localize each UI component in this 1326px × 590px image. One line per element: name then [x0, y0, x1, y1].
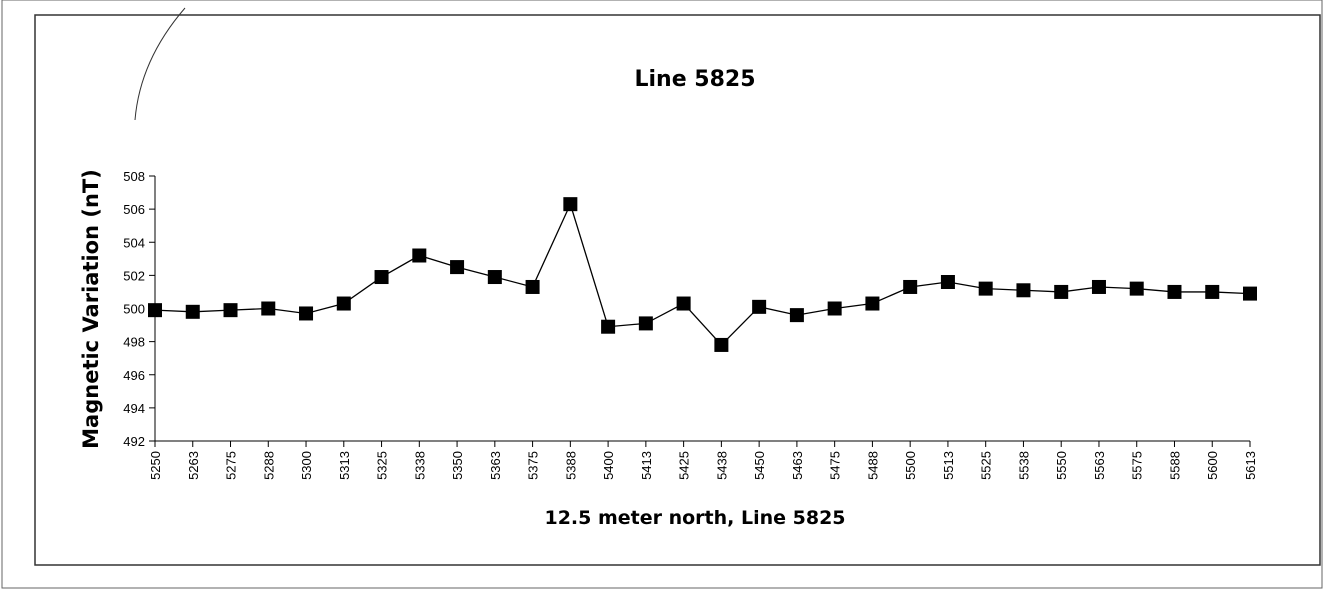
y-tick-label: 496: [123, 368, 145, 383]
marker: [450, 260, 465, 275]
y-tick-label: 502: [123, 268, 145, 283]
marker: [1054, 284, 1069, 299]
marker: [412, 248, 427, 263]
x-tick-label: 5363: [488, 451, 503, 480]
x-axis-label: 12.5 meter north, Line 5825: [544, 507, 845, 529]
x-tick-label: 5550: [1054, 451, 1069, 480]
x-tick-label: 5413: [639, 451, 654, 480]
marker: [148, 303, 162, 318]
marker: [827, 301, 842, 316]
marker: [865, 296, 880, 311]
marker: [903, 279, 918, 294]
marker: [789, 308, 804, 323]
x-tick-label: 5588: [1167, 451, 1182, 480]
x-tick-label: 5538: [1016, 451, 1031, 480]
x-tick-label: 5463: [790, 451, 805, 480]
x-tick-label: 5575: [1130, 451, 1145, 480]
x-tick-label: 5525: [979, 451, 994, 480]
marker: [223, 303, 238, 318]
x-tick-label: 5500: [903, 451, 918, 480]
x-tick-label: 5338: [412, 451, 427, 480]
x-tick-label: 5613: [1243, 451, 1258, 480]
y-axis-label: Magnetic Variation (nT): [79, 169, 103, 449]
x-tick-label: 5425: [677, 451, 692, 480]
marker: [1016, 283, 1031, 298]
y-tick-label: 494: [123, 401, 145, 416]
chart-frame: [34, 14, 1321, 566]
x-tick-label: 5563: [1092, 451, 1107, 480]
marker: [525, 279, 540, 294]
marker: [261, 301, 276, 316]
marker: [601, 319, 616, 334]
marker: [336, 296, 351, 311]
marker: [978, 281, 993, 296]
x-tick-label: 5375: [526, 451, 541, 480]
y-tick-label: 498: [123, 335, 145, 350]
marker: [185, 304, 200, 319]
marker: [1205, 284, 1220, 299]
marker: [940, 275, 955, 289]
marker: [752, 299, 767, 314]
marker: [1243, 286, 1257, 301]
x-tick-label: 5513: [941, 451, 956, 480]
marker: [714, 337, 729, 352]
x-tick-label: 5488: [865, 451, 880, 480]
scan-mark: [134, 7, 186, 121]
x-tick-label: 5438: [714, 451, 729, 480]
marker: [1129, 281, 1144, 296]
marker: [638, 316, 653, 331]
y-tick-label: 508: [123, 169, 145, 184]
x-tick-label: 5475: [828, 451, 843, 480]
x-tick-label: 5400: [601, 451, 616, 480]
marker: [1091, 279, 1106, 294]
marker: [1167, 284, 1182, 299]
x-tick-label: 5300: [299, 451, 314, 480]
x-tick-label: 5275: [224, 451, 239, 480]
x-tick-label: 5288: [261, 451, 276, 480]
x-tick-label: 5600: [1205, 451, 1220, 480]
marker: [487, 270, 502, 285]
x-tick-label: 5388: [563, 451, 578, 480]
series-line: [154, 202, 1251, 346]
x-tick-label: 5313: [337, 451, 352, 480]
x-tick-label: 5250: [148, 451, 163, 480]
marker: [299, 306, 314, 321]
y-tick-label: 500: [123, 302, 145, 317]
x-tick-label: 5325: [375, 451, 390, 480]
x-tick-label: 5263: [186, 451, 201, 480]
marker: [374, 270, 389, 285]
x-tick-label: 5350: [450, 451, 465, 480]
y-tick-label: 492: [123, 434, 145, 449]
marker: [563, 197, 578, 212]
marker: [676, 296, 691, 311]
x-tick-label: 5450: [752, 451, 767, 480]
chart-title: Line 5825: [634, 67, 755, 92]
y-tick-label: 506: [123, 202, 145, 217]
y-tick-label: 504: [123, 235, 145, 250]
